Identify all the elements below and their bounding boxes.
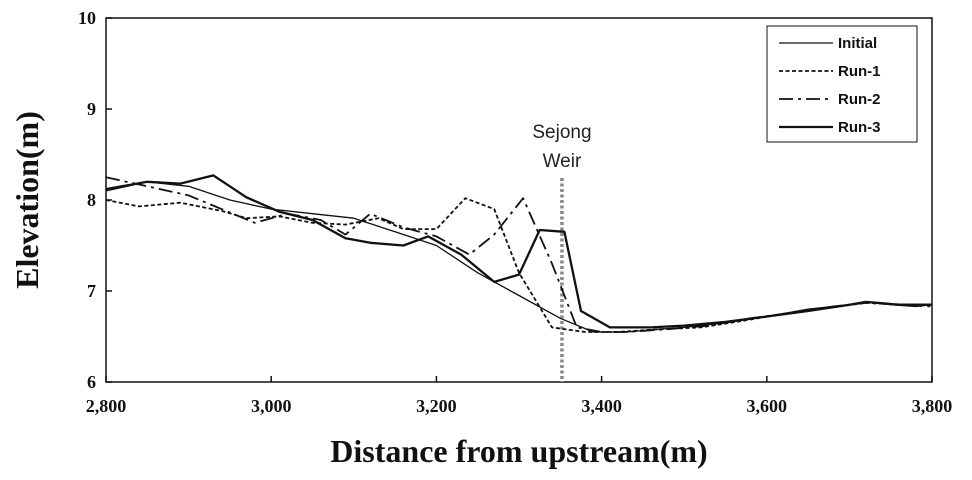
x-tick-label: 3,000 [251, 396, 292, 416]
x-tick-label: 3,400 [581, 396, 622, 416]
y-axis-title: Elevation(m) [9, 111, 45, 289]
x-tick-label: 3,600 [747, 396, 788, 416]
x-tick-label: 2,800 [86, 396, 127, 416]
legend-label-run-1: Run-1 [838, 63, 881, 80]
y-tick-label: 8 [87, 190, 96, 210]
y-tick-label: 7 [87, 281, 96, 301]
y-tick-label: 10 [78, 8, 96, 28]
x-axis-title: Distance from upstream(m) [330, 433, 707, 469]
y-tick-label: 6 [87, 372, 96, 392]
legend-label-initial: Initial [838, 35, 877, 52]
legend-box [766, 25, 918, 143]
y-tick-label: 9 [87, 99, 96, 119]
legend-label-run-3: Run-3 [838, 119, 881, 136]
series-line-run-3 [105, 174, 932, 329]
x-tick-label: 3,800 [912, 396, 953, 416]
x-tick-label: 3,200 [416, 396, 457, 416]
legend-label-run-2: Run-2 [838, 91, 881, 108]
legend: Initial Run-1 Run-2 Run-3 [766, 25, 918, 143]
weir-label-line2: Weir [543, 151, 582, 172]
weir-label-line1: Sejong [532, 122, 591, 143]
